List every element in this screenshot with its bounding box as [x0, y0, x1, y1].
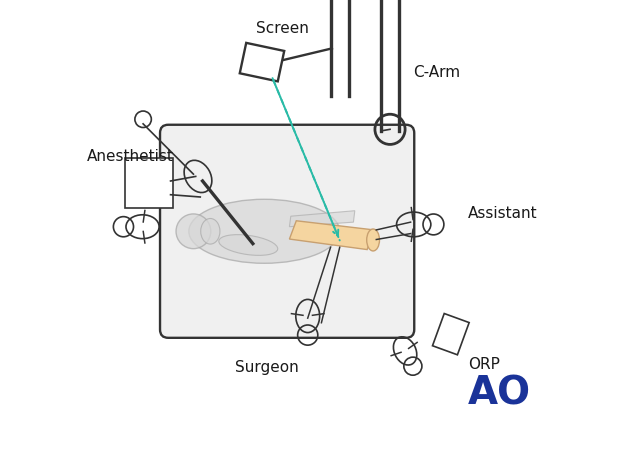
Text: Anesthetist: Anesthetist	[87, 148, 174, 163]
Text: ORP: ORP	[467, 357, 500, 372]
Text: Assistant: Assistant	[467, 206, 538, 221]
FancyBboxPatch shape	[160, 125, 414, 338]
Text: C-Arm: C-Arm	[413, 65, 460, 79]
Polygon shape	[290, 211, 355, 227]
Ellipse shape	[366, 230, 379, 252]
FancyBboxPatch shape	[125, 159, 173, 209]
Polygon shape	[240, 44, 284, 82]
Ellipse shape	[219, 235, 278, 256]
Text: Surgeon: Surgeon	[235, 359, 298, 375]
Polygon shape	[290, 221, 374, 250]
Ellipse shape	[201, 219, 220, 245]
Polygon shape	[433, 314, 469, 355]
Ellipse shape	[189, 200, 340, 264]
Text: Screen: Screen	[256, 21, 309, 36]
Text: AO: AO	[467, 374, 531, 412]
Circle shape	[176, 214, 211, 249]
